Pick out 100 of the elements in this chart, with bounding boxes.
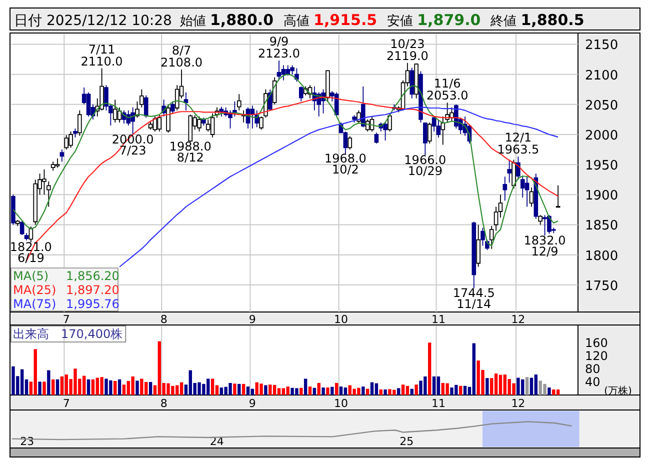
- candlestick: [538, 214, 542, 226]
- bar: [12, 366, 15, 395]
- bar: [131, 376, 134, 395]
- text: 2108.0: [160, 56, 203, 70]
- candlestick: [78, 110, 82, 136]
- bar: [312, 388, 316, 395]
- y-tick-label: 2000: [585, 128, 618, 144]
- x-tick-label: 23: [20, 435, 34, 448]
- candlestick: [11, 194, 16, 226]
- bar: [548, 388, 551, 395]
- y-tick-label: 1850: [585, 218, 618, 234]
- bar: [238, 384, 241, 395]
- bar: [370, 382, 374, 395]
- candlestick: [157, 114, 162, 132]
- bar: [326, 388, 330, 395]
- candlestick: [24, 232, 29, 241]
- bar: [436, 376, 440, 395]
- candlestick: [259, 116, 264, 130]
- bar: [20, 369, 24, 395]
- bar: [210, 378, 214, 395]
- y-tick-label: 120: [585, 348, 608, 363]
- bar: [525, 377, 529, 395]
- candlestick: [502, 176, 508, 202]
- bar: [410, 388, 414, 395]
- candlestick: [507, 159, 512, 184]
- x-tick-label: 7: [62, 397, 70, 410]
- candlestick: [15, 219, 20, 226]
- bar: [282, 388, 286, 395]
- annotation: 1,856.20: [66, 269, 120, 283]
- bar: [494, 374, 498, 395]
- annotation: 7/23: [119, 143, 146, 158]
- candlestick: [418, 70, 423, 123]
- candlestick: [170, 100, 175, 114]
- bar: [140, 378, 144, 395]
- text: 始値: [180, 14, 206, 29]
- candlestick: [148, 120, 153, 130]
- candlestick: [436, 119, 441, 138]
- text: 2110.0: [80, 54, 123, 68]
- candlestick: [55, 158, 60, 168]
- text: 2119.0: [386, 48, 428, 63]
- y-tick-label: 1750: [585, 278, 618, 294]
- bar: [250, 388, 254, 395]
- text: 1,880.0: [210, 11, 274, 29]
- bar: [38, 382, 42, 395]
- text: 1,915.5: [314, 11, 378, 29]
- bar: [148, 382, 152, 395]
- candlestick: [50, 161, 56, 172]
- annotation: 11/6: [434, 76, 461, 91]
- y-tick-label: 80: [585, 362, 600, 376]
- candlestick: [480, 227, 485, 246]
- text: MA(25): [13, 283, 56, 297]
- bar: [308, 386, 312, 395]
- y-tick-label: 1800: [585, 248, 618, 264]
- bar: [42, 382, 46, 395]
- x-tick-label: 9: [248, 313, 256, 326]
- annotation: 10/23: [390, 36, 425, 51]
- candlestick: [524, 176, 530, 208]
- candlestick: [20, 220, 24, 236]
- candlestick: [268, 88, 272, 111]
- y-tick-label: 1950: [585, 158, 618, 174]
- bar: [463, 386, 467, 395]
- bar: [534, 374, 538, 395]
- bar: [34, 349, 37, 395]
- candlestick: [427, 122, 432, 144]
- x-tick-label: 10: [334, 397, 348, 410]
- bar: [264, 385, 268, 395]
- x-tick-label: 11: [431, 397, 446, 410]
- annotation: 12/1: [504, 130, 532, 144]
- bar: [472, 343, 476, 395]
- candlestick: [512, 159, 516, 190]
- bar: [374, 383, 378, 395]
- bar: [330, 386, 334, 395]
- bar: [220, 388, 224, 395]
- bar: [91, 379, 95, 395]
- bar: [56, 379, 60, 395]
- candlestick: [236, 94, 242, 111]
- bar: [82, 376, 86, 395]
- y-tick-label: 160: [585, 336, 608, 350]
- x-tick-label: 10: [334, 313, 348, 326]
- bar: [317, 382, 320, 395]
- bar: [406, 386, 410, 395]
- bar: [122, 384, 126, 395]
- candlestick: [140, 88, 144, 108]
- candlestick: [410, 67, 414, 99]
- candlestick: [476, 224, 480, 268]
- bar: [362, 386, 365, 395]
- y-tick-label: 40: [585, 374, 600, 389]
- bar: [428, 342, 432, 395]
- x-tick-label: 12: [511, 397, 526, 410]
- text: 1963.5: [497, 142, 540, 156]
- text: MA(5): [13, 269, 49, 283]
- bar: [366, 388, 370, 395]
- candlestick: [326, 70, 330, 102]
- bar: [277, 388, 281, 395]
- bar: [242, 384, 246, 395]
- bar: [530, 378, 534, 395]
- x-tick-label: 8: [160, 313, 168, 326]
- bar: [498, 374, 502, 395]
- candlestick: [281, 64, 286, 81]
- bar: [118, 379, 122, 395]
